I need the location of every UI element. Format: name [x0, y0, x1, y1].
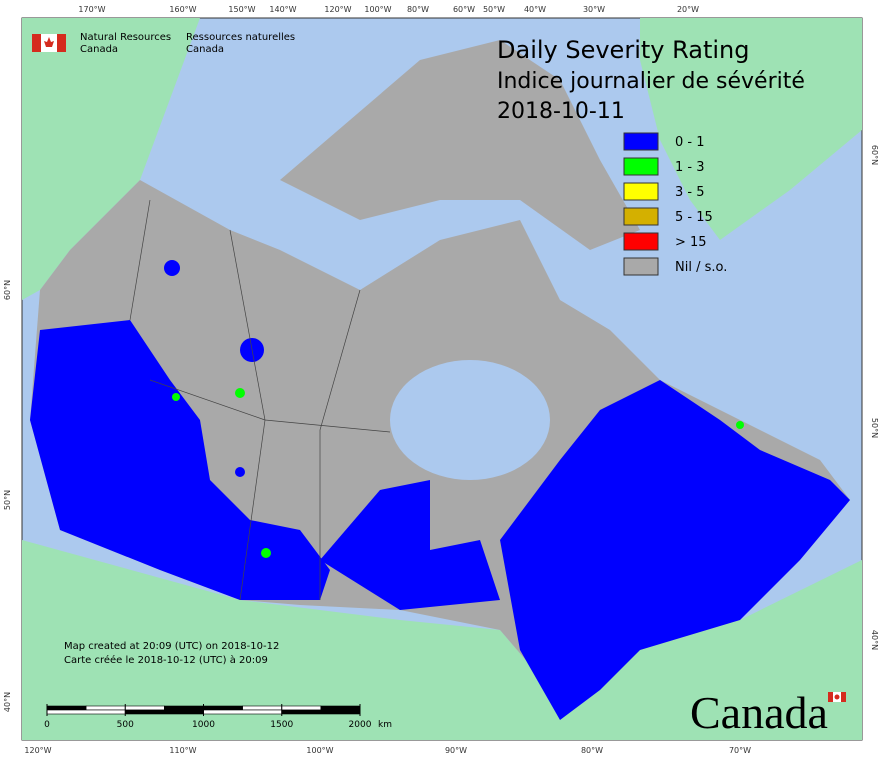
- latitude-label: 60°N: [870, 145, 879, 165]
- title: 2018-10-11: [497, 99, 625, 124]
- latitude-label: 40°N: [870, 630, 879, 650]
- latitude-label: 50°N: [870, 418, 879, 438]
- scale-label: 500: [117, 720, 134, 730]
- latitude-label: 40°N: [3, 692, 12, 712]
- rating-area: [320, 480, 500, 610]
- scale-segment: [281, 709, 361, 715]
- scale-segment: [281, 705, 322, 711]
- scale-segment: [46, 709, 126, 715]
- flag: [57, 34, 66, 52]
- hudson-bay: [390, 360, 550, 480]
- longitude-label: 110°W: [169, 746, 196, 755]
- nrcan-logo: Natural Resources Canada Ressources natu…: [32, 32, 295, 55]
- scale-segment: [85, 705, 126, 711]
- legend-swatch: [623, 207, 659, 226]
- longitude-label: 140°W: [269, 5, 296, 14]
- longitude-label: 100°W: [306, 746, 333, 755]
- latitude-label: 60°N: [3, 280, 12, 300]
- title: Daily Severity Rating: [497, 36, 749, 64]
- legend-label: 1 - 3: [675, 160, 705, 175]
- scale-segment: [46, 705, 87, 711]
- flag: [32, 34, 41, 52]
- scale-label: 2000: [349, 720, 372, 730]
- scale-label: 0: [44, 720, 50, 730]
- longitude-label: 150°W: [228, 5, 255, 14]
- legend-swatch: [623, 157, 659, 176]
- flag: [841, 692, 846, 702]
- scale-label: 1500: [270, 720, 293, 730]
- arctic-islands: [280, 40, 640, 250]
- legend-label: 0 - 1: [675, 135, 705, 150]
- longitude-label: 170°W: [78, 5, 105, 14]
- united-states: [22, 540, 862, 740]
- rating-area: [164, 260, 180, 276]
- agency-en: Canada: [80, 44, 118, 55]
- flag: [834, 694, 840, 700]
- scale-label: 1000: [192, 720, 215, 730]
- boundary: [129, 199, 151, 321]
- longitude-label: 120°W: [24, 746, 51, 755]
- footer: Map created at 20:09 (UTC) on 2018-10-12: [64, 641, 279, 652]
- rating-area: [30, 320, 330, 600]
- longitude-label: 50°W: [483, 5, 505, 14]
- legend-label: 3 - 5: [675, 185, 705, 200]
- longitude-label: 30°W: [583, 5, 605, 14]
- scale-segment: [320, 705, 361, 711]
- legend-label: > 15: [675, 235, 707, 250]
- flag: [828, 692, 833, 702]
- agency-fr: Ressources naturelles: [186, 32, 295, 43]
- scale-segment: [124, 705, 165, 711]
- agency-en: Natural Resources: [80, 32, 171, 43]
- wordmark: Canada: [690, 687, 846, 738]
- latitude-label: 50°N: [3, 490, 12, 510]
- boundary: [149, 379, 391, 433]
- alaska: [22, 18, 200, 300]
- scale-segment: [124, 709, 204, 715]
- wordmark-text: Canada: [690, 687, 828, 738]
- flag: [44, 37, 54, 47]
- scale-segment: [203, 705, 243, 711]
- legend-swatch: [623, 232, 659, 251]
- rating-area: [261, 548, 271, 558]
- land: [22, 18, 862, 740]
- longitude-label: 160°W: [169, 5, 196, 14]
- legend-swatch: [623, 257, 659, 276]
- scale-segment: [203, 709, 283, 715]
- longitude-label: 100°W: [364, 5, 391, 14]
- rating-area: [235, 467, 245, 477]
- title: Indice journalier de sévérité: [497, 69, 805, 94]
- legend-label: 5 - 15: [675, 210, 713, 225]
- longitude-label: 20°W: [677, 5, 699, 14]
- longitude-label: 40°W: [524, 5, 546, 14]
- longitude-label: 90°W: [445, 746, 467, 755]
- greenland: [640, 18, 862, 240]
- scale-unit: km: [378, 720, 392, 730]
- longitude-label: 120°W: [324, 5, 351, 14]
- longitude-label: 70°W: [729, 746, 751, 755]
- rating-area: [736, 421, 744, 429]
- rating-area: [500, 380, 850, 720]
- boundary: [319, 289, 361, 600]
- scale-segment: [242, 705, 283, 711]
- legend-swatch: [623, 132, 659, 151]
- longitude-label: 80°W: [581, 746, 603, 755]
- rating-area: [172, 393, 180, 401]
- longitude-label: 80°W: [407, 5, 429, 14]
- scale-segment: [164, 705, 204, 711]
- legend-label: Nil / s.o.: [675, 260, 727, 275]
- longitude-label: 60°W: [453, 5, 475, 14]
- rating-area: [235, 388, 245, 398]
- footer: Carte créée le 2018-10-12 (UTC) à 20:09: [64, 654, 268, 666]
- legend-swatch: [623, 182, 659, 201]
- agency-fr: Canada: [186, 44, 224, 55]
